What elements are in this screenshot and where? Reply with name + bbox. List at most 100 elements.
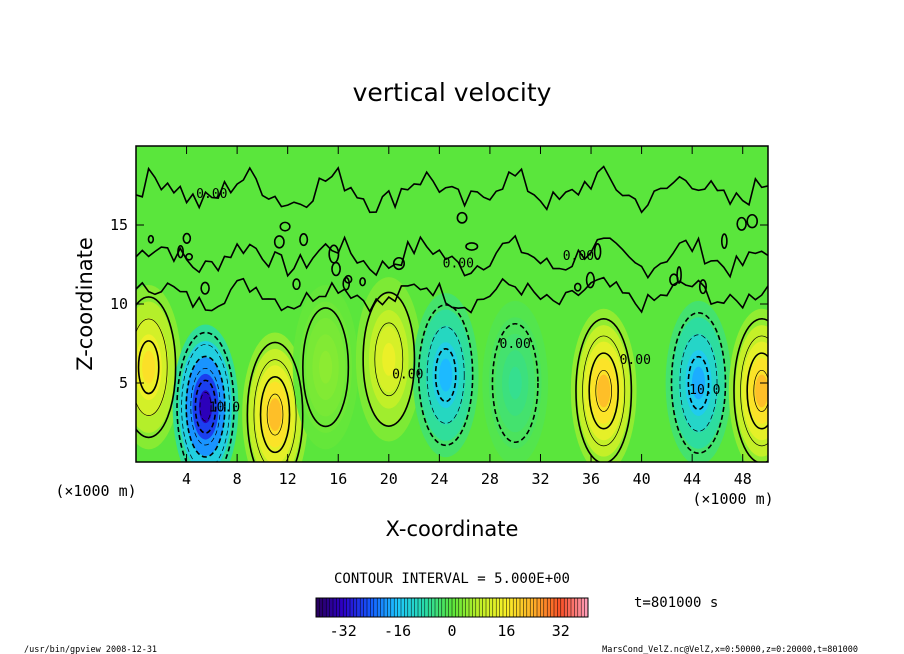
colorbar-segment <box>411 598 415 617</box>
x-tick-label: 8 <box>233 470 242 488</box>
contour-cell-0-1 <box>136 318 168 416</box>
colorbar-segment <box>367 598 371 617</box>
colorbar-segment <box>380 598 385 617</box>
contour-label: 0.00 <box>392 367 423 382</box>
noise-blob-0 <box>292 278 301 291</box>
colorbar-segment <box>360 598 364 617</box>
field-cell-1-level-4 <box>198 390 213 424</box>
contour-cell-8-1 <box>679 334 718 432</box>
colorbar-segment <box>571 598 575 617</box>
colorbar-segment <box>452 598 456 617</box>
colorbar-segment <box>530 598 534 617</box>
x-tick-label: 20 <box>380 470 398 488</box>
colorbar-segment <box>316 598 320 617</box>
colorbar-segment <box>513 598 517 617</box>
contour-cell-9-0 <box>733 317 768 462</box>
noise-blob-22 <box>669 273 679 287</box>
contour-cell-9-2 <box>746 352 768 430</box>
colorbar-segment <box>407 598 412 617</box>
contour-labels: 0.00 0.00 0.00 0.00 0.00 0.00 10.0 10.0 <box>196 187 720 415</box>
colorbar-segment <box>401 598 405 617</box>
footer-left: /usr/bin/gpview 2008-12-31 <box>24 645 157 654</box>
colorbar-tick-label: 0 <box>447 622 456 640</box>
noise-blob-18 <box>392 256 406 271</box>
contour-cell-1-1 <box>181 344 230 462</box>
contour-cell-5-0 <box>417 304 474 447</box>
noise-blob-15 <box>465 242 479 251</box>
x-tick-label: 16 <box>329 470 347 488</box>
colorbar-segment <box>333 598 337 617</box>
noise-blob-21 <box>299 233 309 247</box>
field-cell-7-level-4 <box>597 374 611 408</box>
colorbar-segment <box>455 598 460 617</box>
colorbar-segment <box>458 598 463 617</box>
contour-cell-8-2 <box>687 355 710 411</box>
colorbar-segment <box>370 598 375 617</box>
noise-blob-13 <box>573 282 582 292</box>
field-cell-8-level-4 <box>691 366 706 400</box>
colorbar-segment <box>329 598 334 617</box>
colorbar-segment <box>384 598 388 617</box>
colorbar-segment <box>441 598 446 617</box>
colorbar-frame <box>315 597 589 618</box>
noise-blob-23 <box>279 221 291 232</box>
colorbar-segment <box>346 598 351 617</box>
y-axis-label: Z-coordinate <box>73 237 97 371</box>
colorbar-segment <box>492 598 497 617</box>
colorbar-segment <box>574 598 579 617</box>
colorbar-segment <box>414 598 419 617</box>
colorbar-tick-labels: -32 -16 0 16 32 <box>330 622 570 640</box>
x-tick-label: 12 <box>279 470 297 488</box>
field-cell-5-level-4 <box>439 358 453 392</box>
colorbar-segment <box>319 598 324 617</box>
y-tick-label: 15 <box>110 216 128 234</box>
contour-cell-2-1 <box>253 359 297 462</box>
contour-lines <box>136 291 768 462</box>
x-tick-label: 44 <box>683 470 701 488</box>
colorbar-segment <box>516 598 521 617</box>
contour-cell-5-2 <box>434 347 457 403</box>
field-cell-0-level-4 <box>142 350 156 384</box>
colorbar-segment <box>326 598 330 617</box>
contour-cell-7-2 <box>588 352 619 430</box>
colorbar-segment <box>435 598 439 617</box>
noise-blob-25 <box>185 252 194 261</box>
x-tick-label: 28 <box>481 470 499 488</box>
colorbar-segment <box>581 598 585 617</box>
colorbar-segment <box>496 598 500 617</box>
colorbar-segment <box>564 598 568 617</box>
noise-blob-9 <box>746 213 759 229</box>
contour-cell-4-0 <box>362 291 416 427</box>
noise-blob-5 <box>200 281 210 295</box>
field-cell-2-level-4 <box>268 398 282 432</box>
contour-cell-4-1 <box>374 322 404 397</box>
contour-cell-0-0 <box>136 296 177 439</box>
x-tick-label: 36 <box>582 470 600 488</box>
colorbar-segment <box>339 598 344 617</box>
contour-cell-0-2 <box>137 340 160 395</box>
contour-cell-2-2 <box>259 376 291 454</box>
colorbar-segment <box>428 598 432 617</box>
colorbar-segment <box>336 598 341 617</box>
colorbar-segment <box>322 598 327 617</box>
contour-label: 0.00 <box>196 187 227 202</box>
contour-cell-2-3 <box>266 393 284 436</box>
colorbar-tick-label: 16 <box>497 622 515 640</box>
colorbar-segment <box>421 598 426 617</box>
contour-cell-1-0 <box>176 331 235 462</box>
colorbar-tick-label: 32 <box>552 622 570 640</box>
colorbar-tick-label: -16 <box>384 622 411 640</box>
noise-blob-8 <box>676 266 682 284</box>
colorbar-segment <box>377 598 381 617</box>
noise-blob-10 <box>698 279 708 295</box>
colorbar-segment <box>533 598 538 617</box>
colorbar-segment <box>560 598 565 617</box>
colorbar-segment <box>404 598 409 617</box>
contour-label: 0.00 <box>500 337 531 352</box>
colorbar-segment <box>390 598 395 617</box>
contour-cell-7-1 <box>582 335 626 447</box>
x-tick-label: 24 <box>430 470 448 488</box>
colorbar-segment <box>431 598 436 617</box>
contour-cell-3-0 <box>302 307 350 428</box>
